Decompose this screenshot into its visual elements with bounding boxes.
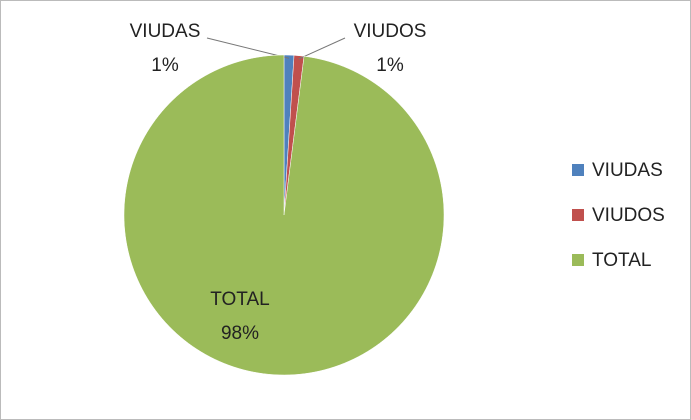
data-label-value: 1% [376, 55, 404, 76]
data-label-name: VIUDOS [354, 21, 427, 42]
data-label-value: 1% [151, 55, 179, 76]
legend-swatch [572, 164, 584, 176]
data-label-value: 98% [221, 323, 259, 344]
leader-line [298, 37, 346, 60]
legend-swatch [572, 254, 584, 266]
legend-swatch [572, 209, 584, 221]
leader-line [206, 37, 290, 59]
data-label-name: TOTAL [210, 289, 269, 310]
data-label-name: VIUDAS [130, 21, 201, 42]
legend-label: VIUDAS [592, 160, 663, 181]
legend-label: VIUDOS [592, 205, 665, 226]
legend-label: TOTAL [592, 250, 651, 271]
pie-slice [123, 54, 445, 376]
